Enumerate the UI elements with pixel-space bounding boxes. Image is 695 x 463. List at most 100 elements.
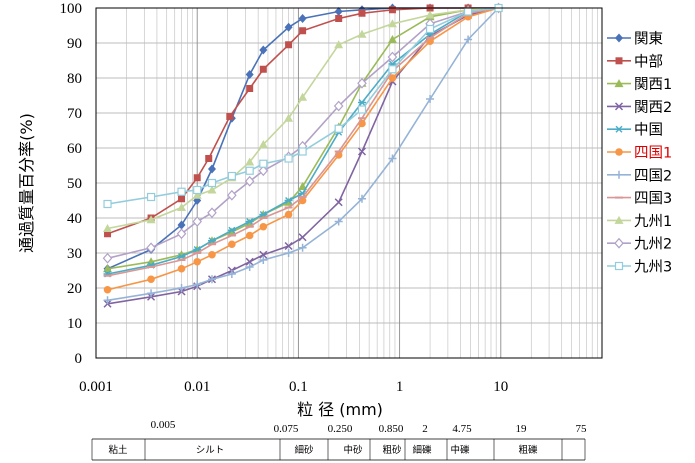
data-point xyxy=(299,27,307,35)
y-tick-label: 90 xyxy=(67,36,82,52)
soil-class-label: 中礫 xyxy=(450,444,470,456)
data-point xyxy=(614,237,624,249)
data-point xyxy=(103,264,113,273)
grain-size-label: 0.850 xyxy=(379,423,404,435)
data-point xyxy=(259,65,267,73)
legend-label: 中部 xyxy=(634,53,663,70)
data-point xyxy=(358,9,366,17)
y-tick-label: 10 xyxy=(67,316,82,332)
data-point xyxy=(387,19,397,28)
data-point xyxy=(192,216,203,227)
data-point xyxy=(298,92,308,101)
data-point xyxy=(333,100,344,112)
grain-size-label: 0.075 xyxy=(274,423,299,435)
data-point xyxy=(615,170,623,179)
data-point xyxy=(177,187,186,196)
soil-class-label: シルト xyxy=(196,445,225,456)
data-point xyxy=(103,296,112,305)
data-point xyxy=(387,35,397,43)
legend-label: 関東 xyxy=(634,31,663,48)
series-6 xyxy=(103,4,503,294)
data-point xyxy=(193,257,201,266)
soil-class-label: 細砂 xyxy=(294,444,314,456)
data-point xyxy=(284,197,294,206)
data-point xyxy=(259,250,268,259)
x-tick-label: 0.001 xyxy=(79,379,113,395)
data-point xyxy=(298,147,307,156)
data-point xyxy=(207,185,217,194)
data-point xyxy=(388,154,397,163)
soil-class-label: 中砂 xyxy=(343,444,363,456)
data-point xyxy=(284,154,293,163)
data-point xyxy=(615,148,623,156)
data-point xyxy=(146,242,156,254)
series-line xyxy=(107,7,499,277)
data-point xyxy=(245,218,254,225)
data-point xyxy=(258,165,269,177)
y-tick-label: 70 xyxy=(67,106,82,122)
data-point xyxy=(246,85,254,92)
data-point xyxy=(298,243,307,252)
data-point xyxy=(425,10,435,19)
legend-item: 九州1 xyxy=(607,213,672,230)
series-line xyxy=(107,7,499,235)
data-point xyxy=(284,197,293,204)
legend-label: 関西2 xyxy=(634,100,672,116)
data-point xyxy=(284,249,293,257)
legend-label: 四国2 xyxy=(634,168,672,184)
data-point xyxy=(193,185,202,195)
legend-item: 関西2 xyxy=(607,100,672,116)
legend-item: 四国3 xyxy=(607,191,672,207)
grain-size-label: 2 xyxy=(422,423,428,435)
data-point xyxy=(284,210,293,219)
series-10 xyxy=(102,2,504,264)
data-point xyxy=(207,178,217,188)
y-tick-label: 50 xyxy=(67,176,82,192)
data-point xyxy=(193,280,202,289)
data-point xyxy=(147,275,155,284)
x-axis-ticks: 0.001 0.01 0.1 1 10 xyxy=(79,379,508,395)
data-point xyxy=(357,99,366,106)
x-tick-label: 10 xyxy=(493,379,508,395)
data-point xyxy=(259,159,268,168)
y-axis-label: 通過質量百分率(%) xyxy=(17,113,36,253)
data-point xyxy=(104,230,112,238)
series-line xyxy=(107,7,499,270)
data-point xyxy=(177,264,186,273)
legend-label: 九州1 xyxy=(634,213,672,230)
data-point xyxy=(284,241,293,251)
data-point xyxy=(192,190,202,199)
data-point xyxy=(258,140,268,148)
data-point xyxy=(208,250,216,259)
data-point xyxy=(334,7,343,16)
legend-item: 四国2 xyxy=(607,168,672,184)
y-tick-label: 60 xyxy=(67,141,82,157)
data-point xyxy=(102,252,113,264)
data-point xyxy=(357,147,367,156)
legend-label: 関西1 xyxy=(634,77,672,93)
data-point xyxy=(284,113,294,122)
y-tick-label: 80 xyxy=(67,71,82,87)
legend-label: 九州2 xyxy=(634,236,672,253)
legend-item: 中部 xyxy=(607,53,663,70)
grain-size-label: 19 xyxy=(516,423,528,435)
legend-label: 四国3 xyxy=(634,191,672,207)
data-point xyxy=(227,171,236,181)
data-point xyxy=(388,65,397,74)
data-point xyxy=(334,198,343,207)
data-point xyxy=(103,285,112,294)
grid xyxy=(95,7,602,359)
data-point xyxy=(245,263,254,271)
data-point xyxy=(227,270,236,278)
y-tick-label: 100 xyxy=(60,1,83,17)
data-point xyxy=(388,74,397,82)
soil-class-label: 粗礫 xyxy=(518,444,538,456)
data-point xyxy=(615,33,623,43)
soil-class-label: 粘土 xyxy=(108,444,128,456)
legend-label: 九州3 xyxy=(634,259,672,276)
data-point xyxy=(227,227,237,236)
data-point xyxy=(464,35,473,44)
data-point xyxy=(357,29,367,38)
data-point xyxy=(387,51,398,63)
data-point xyxy=(285,41,293,49)
